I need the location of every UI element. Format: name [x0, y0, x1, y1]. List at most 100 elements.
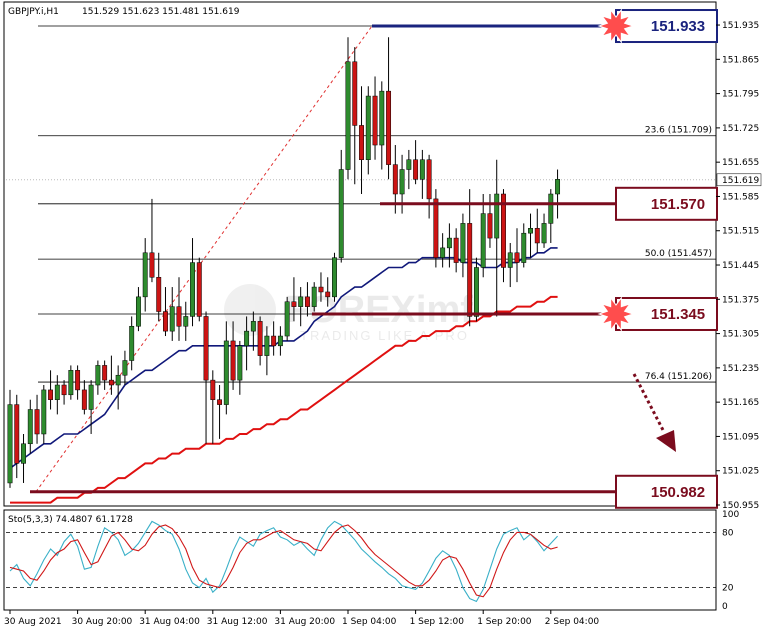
candle: [419, 149, 425, 199]
candle: [257, 316, 263, 366]
candle: [169, 287, 175, 341]
candle: [291, 277, 297, 322]
candle: [311, 282, 317, 312]
candle: [453, 228, 459, 273]
candle-body: [345, 61, 351, 170]
candle-body: [359, 125, 364, 160]
candle-body: [115, 374, 121, 386]
candle: [196, 257, 202, 322]
y-tick-label: 151.655: [722, 158, 759, 168]
candle-body: [54, 384, 60, 400]
candle: [7, 389, 13, 488]
candle: [68, 365, 74, 400]
candle-body: [332, 257, 337, 298]
candle-body: [163, 311, 168, 332]
candle: [304, 282, 310, 317]
candle: [298, 287, 304, 327]
candle: [95, 360, 101, 395]
candle-body: [446, 237, 452, 249]
low-line-box: [615, 474, 718, 509]
candle-body: [176, 306, 182, 327]
candle-body: [440, 247, 446, 258]
candle: [345, 37, 351, 180]
y-tick-label: 151.375: [722, 295, 759, 305]
candle: [122, 350, 128, 386]
candle: [149, 198, 155, 283]
candle: [41, 385, 47, 444]
candle: [433, 189, 439, 268]
candle: [27, 399, 33, 454]
candle: [250, 311, 256, 351]
candle-body: [338, 169, 344, 258]
candle: [115, 365, 121, 410]
candle-body: [21, 443, 26, 464]
x-tick-label: 30 Aug 2021: [4, 617, 62, 627]
candle: [21, 433, 26, 483]
candle-body: [102, 365, 108, 381]
candle-body: [372, 95, 378, 146]
stochastic-plot: 100 80 20 0: [6, 510, 739, 612]
fibo-label: 50.0 (151.457): [645, 249, 712, 259]
candle-body: [521, 232, 527, 263]
y-tick-label: 151.025: [722, 467, 759, 477]
candle-body: [271, 335, 277, 347]
candle-body: [169, 306, 175, 332]
ma-fast-line: [9, 247, 558, 469]
candle-body: [27, 409, 33, 445]
x-tick-label: 31 Aug 20:00: [274, 617, 335, 627]
x-tick-label: 31 Aug 04:00: [139, 617, 200, 627]
candle-body: [135, 296, 141, 327]
candle-body: [230, 340, 236, 381]
candle: [244, 316, 250, 371]
candle: [135, 287, 141, 332]
candle: [406, 149, 412, 190]
candle: [48, 370, 54, 410]
candle-body: [325, 291, 331, 298]
candle-body: [196, 262, 202, 317]
candle-body: [149, 252, 155, 278]
candle-body: [298, 296, 304, 307]
candle: [108, 355, 114, 395]
candle: [129, 316, 135, 371]
stochastic-frame: [3, 509, 717, 611]
candle-body: [75, 370, 81, 391]
candle-body: [217, 399, 223, 405]
candle-body: [528, 228, 533, 234]
candle: [61, 380, 67, 405]
candle-body: [223, 340, 229, 405]
candle-body: [386, 90, 392, 165]
x-tick-label: 1 Sep 20:00: [477, 617, 532, 627]
candle: [467, 189, 473, 327]
stoch-tick-label: 80: [722, 528, 734, 538]
candle: [541, 213, 547, 248]
candle-body: [291, 301, 297, 307]
candle: [14, 394, 20, 479]
candle: [284, 296, 290, 341]
candle: [494, 159, 500, 317]
y-tick-label: 151.445: [722, 261, 759, 271]
candle: [163, 287, 168, 337]
candle: [34, 394, 40, 444]
candle-body: [264, 335, 270, 356]
candle: [102, 360, 108, 390]
candle: [392, 145, 398, 214]
candle-body: [183, 316, 189, 327]
candle: [203, 311, 209, 444]
candle-body: [494, 193, 500, 239]
candle-body: [95, 365, 101, 386]
candle: [338, 149, 344, 263]
stoch-tick-label: 20: [722, 584, 734, 594]
candle: [460, 213, 466, 278]
candle: [413, 140, 419, 185]
candle: [555, 169, 561, 219]
candle: [223, 321, 229, 415]
candle-body: [453, 237, 459, 263]
candle: [507, 242, 513, 288]
candle-body: [433, 198, 439, 258]
candle-body: [379, 90, 385, 146]
candle-body: [257, 321, 263, 356]
candle: [521, 223, 527, 268]
candle-body: [203, 316, 209, 381]
candle-body: [541, 223, 547, 244]
forecast-arrow-icon: [632, 373, 676, 452]
